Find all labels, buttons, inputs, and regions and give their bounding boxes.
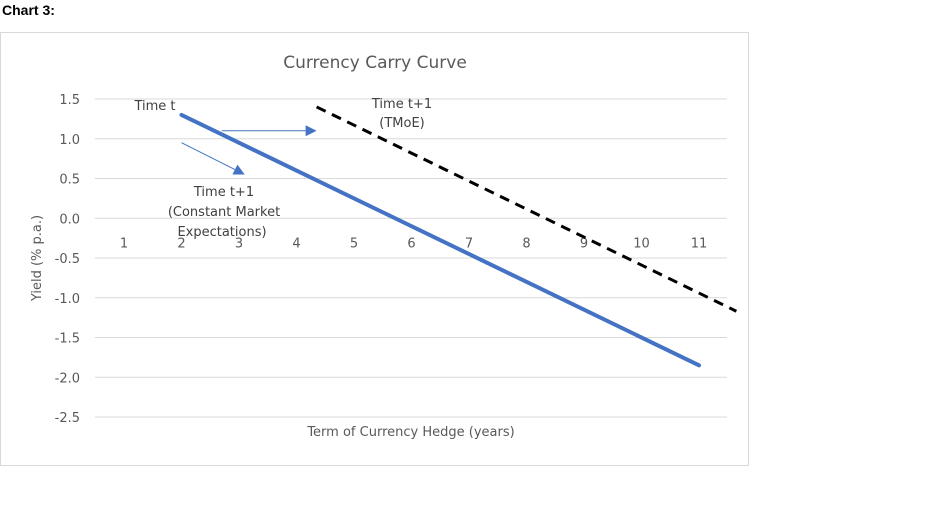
y-tick-label: 1.5 (59, 93, 80, 108)
x-tick-label: 11 (691, 236, 708, 251)
x-tick-label: 10 (633, 236, 650, 251)
page-heading: Chart 3: (2, 2, 55, 18)
x-tick-label: 5 (350, 236, 358, 251)
x-axis-title: Term of Currency Hedge (years) (306, 425, 514, 440)
y-axis-title: Yield (% p.a.) (30, 215, 45, 302)
y-tick-label: 1.0 (59, 133, 80, 148)
series-line-tmoe (315, 105, 738, 313)
series-lines (179, 105, 738, 368)
x-tick-label: 9 (580, 236, 588, 251)
annotation-arrows (181, 125, 317, 175)
series-line-time-t (179, 112, 701, 368)
annotation-arrow-head (232, 164, 245, 175)
y-axis-ticks: 1.5 1.0 0.5 0.0 -0.5 -1.0 -1.5 -2.0 -2.5 (55, 93, 80, 426)
y-tick-label: -0.5 (55, 252, 80, 267)
annotation-cme-line2: (Constant Market (168, 205, 280, 220)
x-tick-label: 6 (407, 236, 415, 251)
annotation-arrow-head (305, 125, 317, 137)
y-tick-label: 0.0 (59, 212, 80, 227)
x-tick-label: 3 (235, 236, 243, 251)
annotation-tmoe-line2: (TMoE) (379, 116, 424, 131)
y-tick-label: -2.5 (55, 411, 80, 426)
x-tick-label: 4 (292, 236, 300, 251)
annotation-arrow-shaft (181, 142, 236, 171)
y-tick-label: -2.0 (55, 371, 80, 386)
y-tick-label: 0.5 (59, 173, 80, 188)
gridlines (95, 98, 727, 418)
chart-title: Currency Carry Curve (283, 53, 467, 73)
x-tick-label: 2 (177, 236, 185, 251)
annotation-cme-line3: Expectations) (177, 225, 266, 240)
y-tick-label: -1.0 (55, 292, 80, 307)
chart-frame (0, 32, 749, 466)
x-tick-label: 8 (522, 236, 530, 251)
annotation-time-t: Time t (133, 99, 175, 114)
y-tick-label: -1.5 (55, 332, 80, 347)
x-axis-ticks: 1 2 3 4 5 6 7 8 9 10 11 (120, 236, 707, 251)
x-tick-label: 7 (465, 236, 473, 251)
annotation-cme-line1: Time t+1 (193, 185, 254, 200)
annotation-tmoe-line1: Time t+1 (371, 97, 432, 112)
x-tick-label: 1 (120, 236, 128, 251)
